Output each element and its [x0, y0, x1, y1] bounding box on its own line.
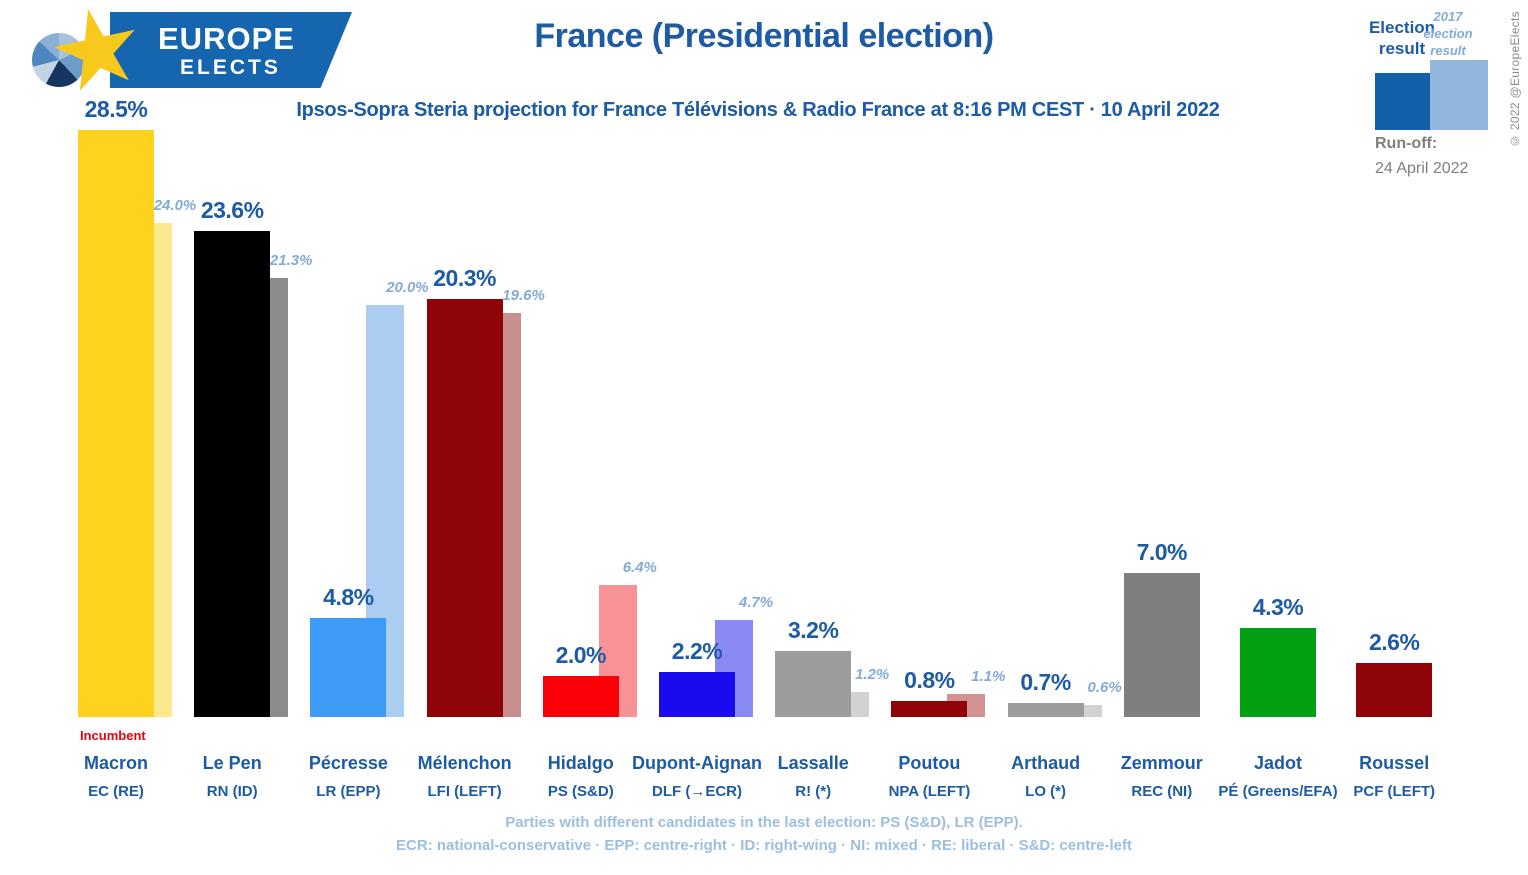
footer-note-parties: Parties with different candidates in the… [505, 814, 1023, 831]
candidate-name-zemmour: Zemmour [1120, 753, 1203, 773]
bar-2017-value-label-m-lenchon: 19.6% [502, 287, 545, 305]
candidate-name-poutou: Poutou [898, 753, 961, 773]
bar-group-dupont-aignan: 4.7% 2.2% [659, 0, 819, 717]
bar-value-label-macron: 28.5% [84, 95, 148, 122]
bar-2017-value-label-lassalle: 1.2% [855, 666, 890, 684]
page-title: France (Presidential election) [534, 17, 994, 55]
bar-election-result-p-cresse [310, 618, 387, 717]
bar-group-lassalle: 1.2% 3.2% [775, 0, 935, 717]
candidate-name-roussel: Roussel [1359, 753, 1430, 773]
bar-chart: 24.0% 28.5% 21.3% 23.6% 20.0% 4.8% 19.6% 20.3% 6… [78, 0, 1516, 717]
logo-text-elects: ELECTS [180, 56, 281, 79]
legend-2017-result-label: 2017 election result [1423, 9, 1473, 58]
bar-value-label-m-lenchon: 20.3% [433, 264, 496, 291]
bar-2017-value-label-dupont-aignan: 4.7% [738, 594, 774, 612]
bar-election-result-macron [78, 129, 154, 717]
candidate-party-dupont-aignan: DLF (→ECR) [652, 783, 742, 800]
bar-group-zemmour: 7.0% [1123, 0, 1284, 717]
candidate-party-jadot: PÉ (Greens/EFA) [1218, 783, 1338, 800]
bar-group-macron: 24.0% 28.5% [78, 0, 238, 717]
bar-group-m-lenchon: 19.6% 20.3% [426, 0, 587, 717]
candidate-name-p-cresse: Pécresse [308, 753, 388, 773]
bar-election-result-m-lenchon [426, 298, 503, 717]
bar-group-le-pen: 21.3% 23.6% [194, 0, 354, 717]
candidate-party-zemmour: REC (NI) [1131, 783, 1193, 800]
candidate-party-le-pen: RN (ID) [206, 783, 258, 800]
europe-elects-logo: EUROPE ELECTS [18, 6, 352, 96]
bar-value-label-lassalle: 3.2% [787, 617, 839, 644]
bar-value-label-zemmour: 7.0% [1136, 538, 1188, 565]
bar-value-label-jadot: 4.3% [1252, 594, 1304, 621]
candidate-name-arthaud: Arthaud [1011, 753, 1081, 773]
candidate-name-hidalgo: Hidalgo [547, 753, 614, 773]
bar-value-label-roussel: 2.6% [1368, 629, 1420, 656]
candidate-name-lassalle: Lassalle [777, 753, 849, 773]
bar-election-result-zemmour [1123, 572, 1200, 717]
footer-note-abbreviations: ECR: national-conservative · EPP: centre… [396, 837, 1132, 854]
bar-2017-value-label-macron: 24.0% [153, 196, 197, 214]
bar-2017-value-label-hidalgo: 6.4% [622, 559, 657, 577]
bar-group-roussel: 2.6% [1356, 0, 1516, 717]
bar-election-result-dupont-aignan [659, 671, 735, 717]
bar-group-hidalgo: 6.4% 2.0% [542, 0, 703, 717]
bar-value-label-p-cresse: 4.8% [323, 584, 374, 611]
bar-2017-value-label-le-pen: 21.3% [269, 252, 313, 270]
bar-election-result-poutou [891, 700, 968, 717]
chart-subtitle: Ipsos-Sopra Steria projection for France… [296, 99, 1220, 121]
legend-election-result-label: Election result [1368, 18, 1436, 58]
legend-2017-result-swatch [1430, 60, 1488, 130]
bar-value-label-poutou: 0.8% [904, 666, 955, 693]
bar-value-label-dupont-aignan: 2.2% [671, 637, 723, 664]
runoff-date: 24 April 2022 [1375, 160, 1469, 177]
bar-value-label-le-pen: 23.6% [200, 196, 264, 223]
bar-election-result-roussel [1356, 663, 1433, 717]
bar-election-result-jadot [1240, 628, 1316, 717]
candidate-labels-row: Macron EC (RE) Incumbent Le Pen RN (ID) Pécre… [0, 717, 1528, 827]
bar-value-label-hidalgo: 2.0% [555, 641, 607, 668]
candidate-party-lassalle: R! (*) [795, 783, 832, 800]
runoff-label: Run-off: [1375, 135, 1438, 152]
bar-value-label-arthaud: 0.7% [1020, 668, 1071, 695]
legend-election-result-swatch [1375, 73, 1430, 130]
bar-2017-value-label-poutou: 1.1% [971, 668, 1006, 686]
logo-banner: EUROPE ELECTS [110, 12, 352, 88]
candidate-name-jadot: Jadot [1253, 753, 1302, 773]
candidate-name-le-pen: Le Pen [202, 753, 262, 773]
candidate-party-hidalgo: PS (S&D) [547, 783, 614, 800]
candidate-party-m-lenchon: LFI (LEFT) [427, 783, 502, 800]
logo-pie-chart-icon [32, 33, 86, 87]
candidate-party-p-cresse: LR (EPP) [316, 783, 381, 800]
candidate-party-roussel: PCF (LEFT) [1353, 783, 1436, 800]
bar-election-result-le-pen [194, 230, 271, 717]
bar-2017-value-label-p-cresse: 20.0% [386, 279, 429, 296]
candidate-name-macron: Macron [83, 753, 148, 773]
candidate-name-m-lenchon: Mélenchon [417, 753, 512, 773]
candidate-party-arthaud: LO (*) [1025, 783, 1066, 800]
bar-group-arthaud: 0.6% 0.7% [1007, 0, 1168, 717]
bar-group-poutou: 1.1% 0.8% [891, 0, 1051, 717]
logo-text-europe: EUROPE [158, 21, 295, 56]
incumbent-label: Incumbent [80, 728, 146, 743]
bar-election-result-hidalgo [542, 675, 619, 717]
candidate-party-macron: EC (RE) [88, 783, 144, 800]
bar-group-jadot: 4.3% [1240, 0, 1400, 717]
candidate-party-poutou: NPA (LEFT) [888, 783, 971, 800]
candidate-name-dupont-aignan: Dupont-Aignan [632, 753, 762, 773]
bar-2017-value-label-arthaud: 0.6% [1087, 678, 1122, 696]
bar-group-p-cresse: 20.0% 4.8% [310, 0, 470, 717]
bar-election-result-lassalle [775, 651, 852, 717]
bar-election-result-arthaud [1007, 702, 1084, 717]
